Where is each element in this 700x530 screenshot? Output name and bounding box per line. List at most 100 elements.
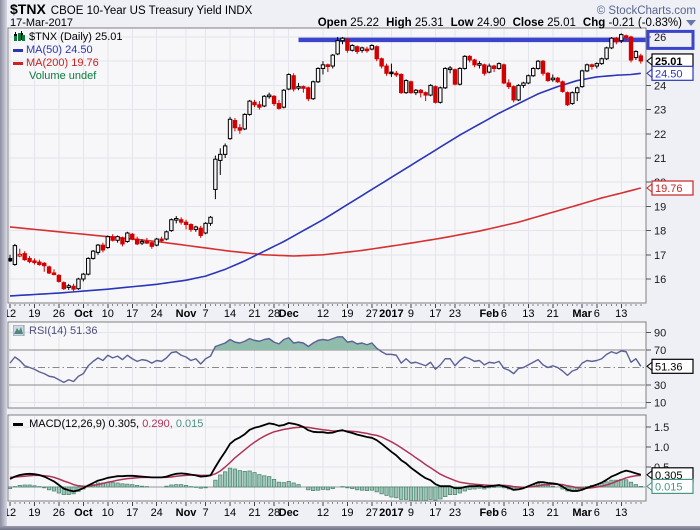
svg-text:2017: 2017 (379, 507, 403, 519)
high-label: High (386, 17, 412, 29)
svg-text:19.76: 19.76 (655, 183, 683, 195)
macd-name-value: MACD(12,26,9) 0.305, (29, 418, 140, 430)
svg-text:18: 18 (654, 226, 666, 238)
svg-text:28: 28 (268, 308, 280, 320)
open-label: Open (317, 17, 348, 29)
svg-text:1.5: 1.5 (654, 422, 669, 434)
close-label: Close (512, 17, 544, 29)
svg-text:7: 7 (203, 507, 209, 519)
svg-text:21: 21 (248, 308, 260, 320)
chg-value: -0.21 (-0.83%) (608, 17, 682, 29)
svg-text:22: 22 (654, 129, 666, 141)
chart-date: 17-Mar-2017 (10, 17, 73, 29)
macd-hist-value: 0.015 (175, 418, 204, 430)
svg-text:30: 30 (654, 380, 666, 392)
svg-text:24: 24 (151, 308, 163, 320)
svg-text:Dec: Dec (279, 308, 299, 320)
svg-text:17: 17 (126, 507, 138, 519)
bottom-edge-strip (0, 526, 700, 530)
svg-text:90: 90 (654, 328, 666, 340)
main-chart-legend: $TNX (Daily) 25.01 MA(50) 24.50 MA(200) … (13, 31, 123, 83)
svg-text:Oct: Oct (74, 507, 93, 519)
svg-text:21: 21 (547, 507, 559, 519)
svg-text:24: 24 (151, 507, 163, 519)
rsi-label-text: RSI(14) 51.36 (29, 325, 98, 337)
svg-text:19: 19 (654, 201, 666, 213)
svg-text:14: 14 (224, 507, 236, 519)
ma50-line-swatch-icon (13, 49, 23, 52)
svg-text:Feb: Feb (479, 507, 499, 519)
svg-text:27: 27 (366, 308, 378, 320)
svg-text:0.015: 0.015 (655, 481, 683, 493)
ohlc-readout: Open 25.22 High 25.31 Low 24.90 Close 25.01… (311, 17, 696, 29)
svg-text:6: 6 (594, 507, 600, 519)
svg-text:12: 12 (317, 308, 329, 320)
svg-text:2017: 2017 (379, 308, 403, 320)
close-value: 25.01 (547, 17, 576, 29)
instrument-title: CBOE 10-Year US Treasury Yield INDX (50, 5, 253, 17)
legend-ma200: MA(200) 19.76 (26, 57, 99, 69)
svg-text:14: 14 (224, 308, 236, 320)
svg-text:0.305: 0.305 (655, 470, 683, 482)
ma200-line-swatch-icon (13, 62, 23, 65)
svg-text:17: 17 (126, 308, 138, 320)
svg-text:25.01: 25.01 (655, 56, 683, 68)
svg-text:23: 23 (654, 105, 666, 117)
svg-text:13: 13 (522, 308, 534, 320)
svg-text:Mar: Mar (572, 507, 592, 519)
svg-text:Nov: Nov (176, 507, 198, 519)
svg-text:16: 16 (654, 274, 666, 286)
svg-text:12: 12 (317, 507, 329, 519)
svg-text:23: 23 (449, 308, 461, 320)
open-value: 25.22 (350, 17, 380, 29)
svg-text:27: 27 (366, 507, 378, 519)
svg-text:21: 21 (654, 153, 666, 165)
svg-text:9: 9 (408, 507, 414, 519)
legend-volume: Volume undef (29, 70, 97, 82)
svg-text:26: 26 (654, 32, 666, 44)
svg-text:10: 10 (102, 308, 114, 320)
svg-text:51.36: 51.36 (655, 361, 683, 373)
svg-text:26: 26 (53, 507, 65, 519)
left-edge-strip (0, 0, 7, 530)
svg-text:7: 7 (203, 308, 209, 320)
svg-text:17: 17 (654, 250, 666, 262)
chg-label: Chg (582, 17, 606, 29)
chart-header: $TNX CBOE 10-Year US Treasury Yield INDX… (10, 1, 696, 29)
svg-text:26: 26 (53, 308, 65, 320)
svg-text:19: 19 (28, 308, 40, 320)
svg-text:Oct: Oct (74, 308, 93, 320)
macd-signal-value: 0.290, (142, 418, 173, 430)
svg-text:Nov: Nov (176, 308, 198, 320)
legend-symbol-value: $TNX (Daily) 25.01 (29, 31, 123, 43)
svg-text:70: 70 (654, 345, 666, 357)
svg-text:19: 19 (341, 507, 353, 519)
svg-text:24: 24 (654, 80, 666, 92)
svg-text:17: 17 (429, 507, 441, 519)
svg-text:6: 6 (594, 308, 600, 320)
svg-text:6: 6 (501, 507, 507, 519)
copyright: © StockCharts.com (596, 5, 696, 17)
change-down-triangle-icon (686, 20, 696, 26)
svg-text:10: 10 (654, 398, 666, 410)
svg-text:Dec: Dec (279, 507, 299, 519)
svg-text:13: 13 (615, 507, 627, 519)
high-value: 25.31 (414, 17, 444, 29)
svg-text:21: 21 (248, 507, 260, 519)
svg-text:17: 17 (429, 308, 441, 320)
svg-text:Feb: Feb (479, 308, 499, 320)
macd-line-swatch-icon (13, 422, 23, 426)
svg-text:24.50: 24.50 (655, 68, 683, 80)
svg-text:10: 10 (102, 507, 114, 519)
svg-text:9: 9 (408, 308, 414, 320)
macd-panel-label: MACD(12,26,9) 0.305, 0.290, 0.015 (13, 418, 203, 430)
svg-text:28: 28 (268, 507, 280, 519)
svg-text:Mar: Mar (572, 308, 592, 320)
legend-ma50: MA(50) 24.50 (26, 44, 93, 56)
svg-text:23: 23 (449, 507, 461, 519)
svg-text:19: 19 (28, 507, 40, 519)
svg-text:1.0: 1.0 (654, 442, 669, 454)
svg-text:13: 13 (615, 308, 627, 320)
rsi-panel-label: RSI(14) 51.36 (13, 325, 97, 337)
